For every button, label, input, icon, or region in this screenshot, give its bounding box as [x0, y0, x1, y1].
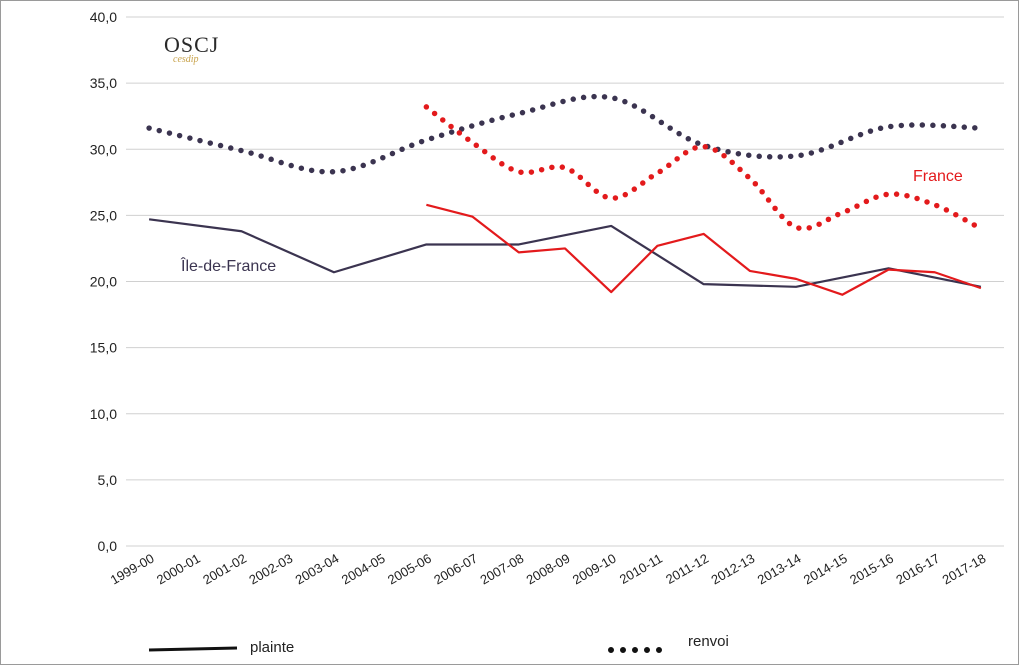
y-tick-label: 35,0 [90, 75, 117, 91]
x-tick-label: 2001-02 [200, 551, 249, 588]
x-tick-label: 2015-16 [847, 551, 896, 588]
x-tick-label: 2003-04 [293, 551, 342, 588]
logo-subtext: cesdip [173, 54, 199, 65]
x-tick-label: 2009-10 [570, 551, 619, 588]
x-tick-label: 2000-01 [154, 551, 203, 588]
series-line-france-renvoi [423, 104, 984, 232]
x-tick-label: 2006-07 [431, 551, 480, 588]
annotation-france: France [913, 168, 963, 185]
x-tick-label: 2007-08 [477, 551, 526, 588]
x-tick-label: 2017-18 [940, 551, 989, 588]
x-tick-label: 2004-05 [339, 551, 388, 588]
series-line-ile-de-france-renvoi [146, 93, 984, 175]
x-tick-label: 2010-11 [617, 551, 665, 587]
x-tick-label: 1999-00 [108, 551, 157, 588]
x-tick-label: 2014-15 [801, 551, 850, 588]
legend: plainte renvoi [148, 633, 729, 656]
y-tick-label: 0,0 [98, 538, 118, 554]
x-axis-ticks: 1999-002000-012001-022002-032003-042004-… [108, 551, 989, 588]
y-tick-label: 10,0 [90, 406, 117, 422]
gridlines [126, 16, 1004, 547]
y-tick-label: 40,0 [90, 9, 117, 25]
series-line-ile-de-france-plainte [148, 218, 982, 288]
x-tick-label: 2012-13 [709, 551, 758, 588]
annotation-ile-de-france: Île-de-France [180, 256, 276, 275]
x-tick-label: 2016-17 [893, 551, 942, 588]
y-tick-label: 30,0 [90, 141, 117, 157]
legend-solid-swatch [148, 646, 238, 652]
y-tick-label: 15,0 [90, 340, 117, 356]
x-tick-label: 2005-06 [385, 551, 434, 588]
oscj-logo: OSCJ cesdip [164, 32, 219, 65]
x-tick-label: 2002-03 [246, 551, 295, 588]
y-tick-label: 25,0 [90, 207, 117, 223]
legend-label-renvoi: renvoi [688, 633, 729, 650]
series-lines [146, 93, 984, 296]
y-tick-label: 5,0 [98, 472, 118, 488]
logo-text: OSCJ [164, 32, 219, 57]
legend-label-plainte: plainte [250, 639, 294, 656]
y-axis-ticks: 0,0 5,0 10,0 15,0 20,0 25,0 30,0 35,0 40,0 [90, 9, 117, 554]
x-tick-label: 2013-14 [755, 551, 804, 588]
x-tick-label: 2011-12 [663, 551, 711, 587]
y-tick-label: 20,0 [90, 274, 117, 290]
series-line-france-plainte [426, 203, 982, 296]
x-tick-label: 2008-09 [524, 551, 573, 588]
